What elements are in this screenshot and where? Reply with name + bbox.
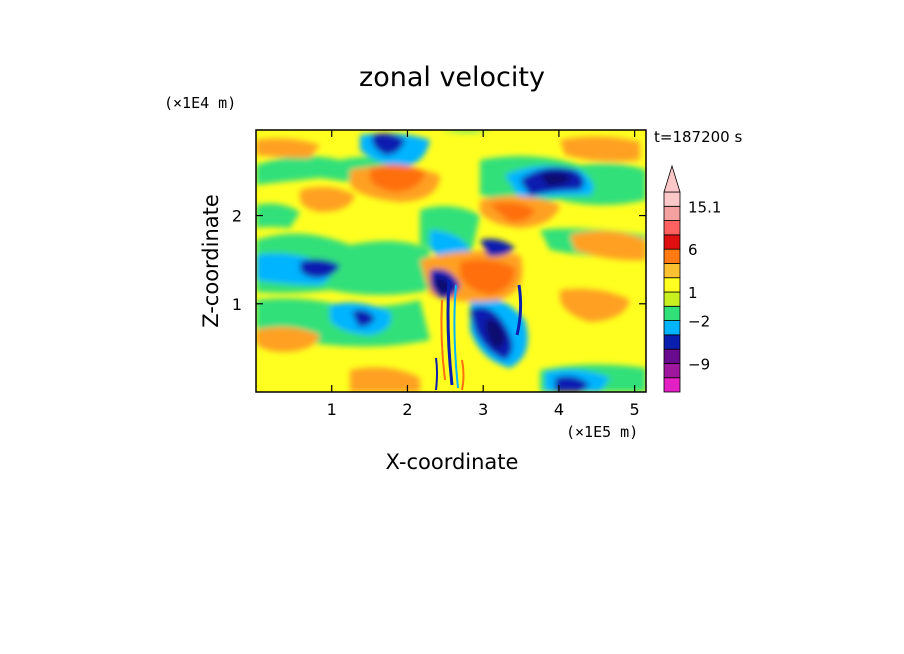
x-axis: 1 2 3 4 5 bbox=[327, 130, 640, 419]
colorbar-tick-label: −9 bbox=[688, 355, 710, 373]
time-label: t=187200 s bbox=[654, 128, 742, 146]
colorbar-segment bbox=[663, 263, 681, 279]
field-region-orange bbox=[300, 186, 355, 212]
field-region-orange bbox=[560, 288, 630, 322]
field-filament bbox=[435, 357, 438, 391]
field-filament bbox=[446, 279, 454, 386]
field-region-navy bbox=[486, 319, 505, 349]
colorbar-extend-arrow bbox=[663, 164, 681, 193]
field-region-blue bbox=[480, 239, 515, 257]
field-region-blue bbox=[555, 376, 590, 392]
field-region-blue bbox=[372, 133, 405, 155]
field-region-red-orange bbox=[370, 164, 425, 192]
field-region-blue bbox=[300, 259, 340, 278]
colorbar-segment bbox=[663, 234, 681, 250]
y-axis-label: Z-coordinate bbox=[199, 194, 223, 328]
colorbar-segment bbox=[663, 348, 681, 364]
heatmap-field bbox=[256, 130, 646, 392]
plot-frame bbox=[255, 129, 647, 393]
x-unit-label: (×1E5 m) bbox=[566, 423, 638, 441]
x-tick-label: 4 bbox=[554, 400, 564, 419]
colorbar: 15.1 6 1 −2 −9 bbox=[663, 164, 721, 393]
x-tick-label: 1 bbox=[327, 400, 337, 419]
field-filament bbox=[440, 299, 446, 381]
x-tick-label: 2 bbox=[402, 400, 412, 419]
field-region-green bbox=[256, 203, 300, 228]
colorbar-tick-label: −2 bbox=[688, 313, 710, 331]
colorbar-segment bbox=[663, 377, 681, 393]
field-region-orange bbox=[350, 367, 420, 392]
colorbar-segment bbox=[663, 363, 681, 379]
colorbar-segment bbox=[663, 205, 681, 221]
field-region-red-orange bbox=[460, 259, 515, 295]
field-region-blue bbox=[352, 310, 375, 327]
y-tick-label: 2 bbox=[232, 207, 242, 226]
colorbar-segment bbox=[663, 334, 681, 350]
x-tick-label: 5 bbox=[630, 400, 640, 419]
colorbar-segment bbox=[663, 320, 681, 336]
x-tick-label: 3 bbox=[478, 400, 488, 419]
y-axis: 12 bbox=[232, 207, 646, 314]
colorbar-tick-label: 6 bbox=[688, 241, 698, 259]
x-axis-label: X-coordinate bbox=[386, 450, 519, 474]
y-unit-label: (×1E4 m) bbox=[164, 94, 236, 112]
field-region-red-orange bbox=[490, 202, 535, 222]
field-region-orange bbox=[256, 138, 320, 158]
field-filament bbox=[515, 284, 523, 336]
field-region-orange bbox=[256, 326, 320, 352]
colorbar-segment bbox=[663, 291, 681, 307]
field-region-orange bbox=[560, 136, 640, 162]
field-region-navy bbox=[540, 172, 572, 186]
filament-group bbox=[435, 279, 523, 391]
colorbar-segment bbox=[663, 191, 681, 207]
field-region-orange bbox=[570, 231, 646, 261]
colorbar-tick-label: 15.1 bbox=[688, 198, 721, 216]
y-tick-label: 1 bbox=[232, 295, 242, 314]
colorbar-segment bbox=[663, 305, 681, 321]
colorbar-segment bbox=[663, 248, 681, 264]
field-filament bbox=[453, 284, 459, 389]
chart-title: zonal velocity bbox=[359, 62, 545, 93]
colorbar-tick-label: 1 bbox=[688, 284, 698, 302]
colorbar-segment bbox=[663, 220, 681, 236]
field-filament bbox=[461, 359, 465, 391]
colorbar-segment bbox=[663, 277, 681, 293]
